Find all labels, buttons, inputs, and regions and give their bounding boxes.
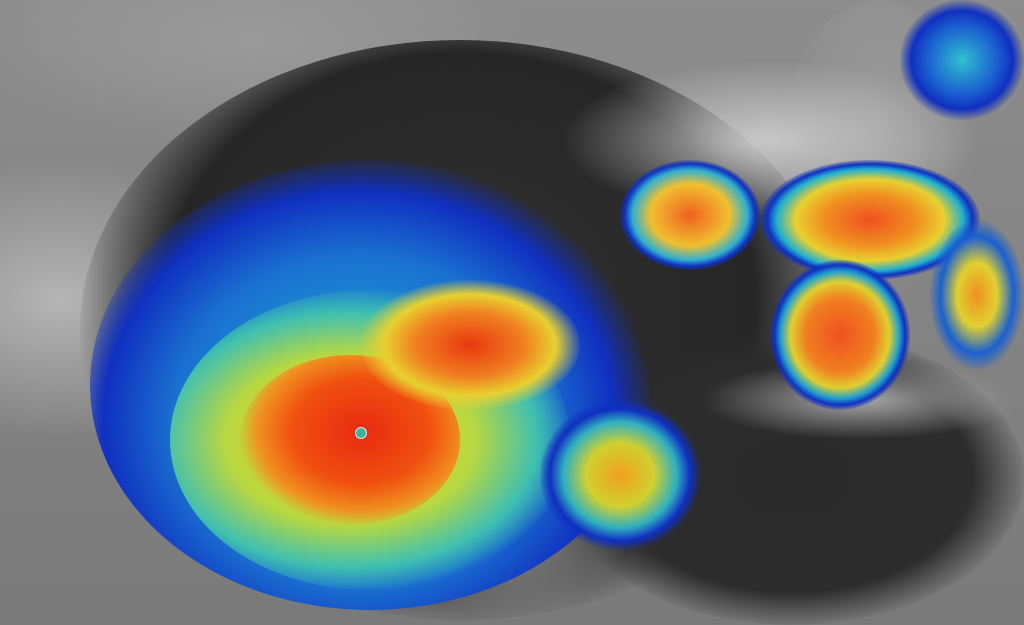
storm-cell-east-1 (620, 160, 760, 270)
storm-cell-atlantic (900, 0, 1024, 120)
storm-cell-cuba (770, 260, 910, 410)
northeast-rainband (360, 280, 580, 410)
storm-cell-caribbean (540, 400, 700, 550)
hurricane-eye (355, 427, 367, 439)
storm-cell-east-edge (930, 220, 1024, 370)
